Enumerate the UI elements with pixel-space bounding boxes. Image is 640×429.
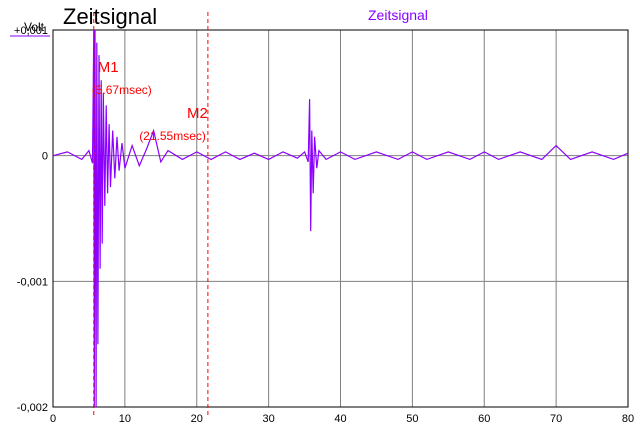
y-tick-label: -0,001 — [17, 276, 48, 288]
x-tick-label: 60 — [478, 413, 490, 425]
tick-labels: 0 10 20 30 40 50 60 70 80 +0,001 0 -0,001 -0,002 — [14, 25, 634, 425]
chart-title: Zeitsignal — [63, 4, 157, 29]
x-tick-label: 10 — [119, 413, 131, 425]
marker-value-label: (21.55msec) — [139, 129, 206, 143]
series-group — [52, 29, 629, 408]
x-tick-label: 70 — [550, 413, 562, 425]
marker-label: M1 — [98, 59, 119, 76]
y-tick-label: -0,002 — [17, 402, 48, 414]
x-tick-label: 30 — [263, 413, 275, 425]
marker-label: M2 — [187, 105, 208, 122]
x-tick-label: 50 — [406, 413, 418, 425]
y-tick-label: +0,001 — [14, 25, 48, 37]
marker-group: M1 (5.67msec) M2 (21.55msec) — [92, 12, 209, 417]
x-tick-label: 40 — [334, 413, 346, 425]
y-axis-unit-label: Volt — [24, 20, 45, 34]
y-tick-label: 0 — [42, 151, 48, 163]
x-tick-label: 0 — [50, 413, 56, 425]
x-tick-label: 80 — [622, 413, 634, 425]
x-tick-label: 20 — [191, 413, 203, 425]
series-line — [52, 29, 629, 408]
plot-frame — [52, 29, 629, 408]
marker-value-label: (5.67msec) — [92, 83, 152, 97]
legend-label: Zeitsignal — [368, 7, 428, 23]
